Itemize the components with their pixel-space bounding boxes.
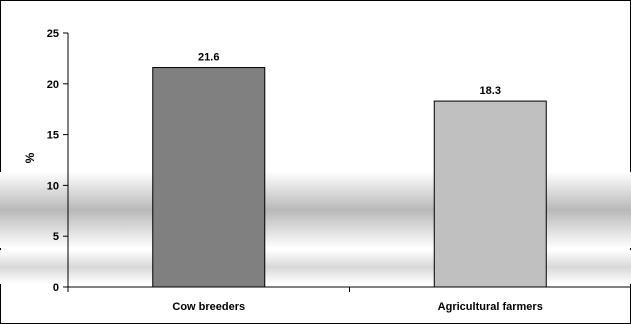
x-category-label: Cow breeders [172,301,245,313]
y-axis-title: % [23,152,37,163]
y-tick-label: 15 [47,130,59,142]
x-category-label: Agricultural farmers [438,301,543,313]
y-tick-label: 20 [47,79,59,91]
bar [152,67,266,288]
y-tick-label: 0 [53,282,59,294]
y-tick-label: 10 [47,180,59,192]
y-tick-label: 5 [53,231,59,243]
bar [433,100,547,288]
y-tick-label: 25 [47,28,59,40]
bar-value-label: 18.3 [480,85,501,97]
bar-value-label: 21.6 [198,52,219,64]
plot-area: 0 5 10 15 20 25 21.6 Cow breeders 18.3 Agricultur… [47,28,631,313]
